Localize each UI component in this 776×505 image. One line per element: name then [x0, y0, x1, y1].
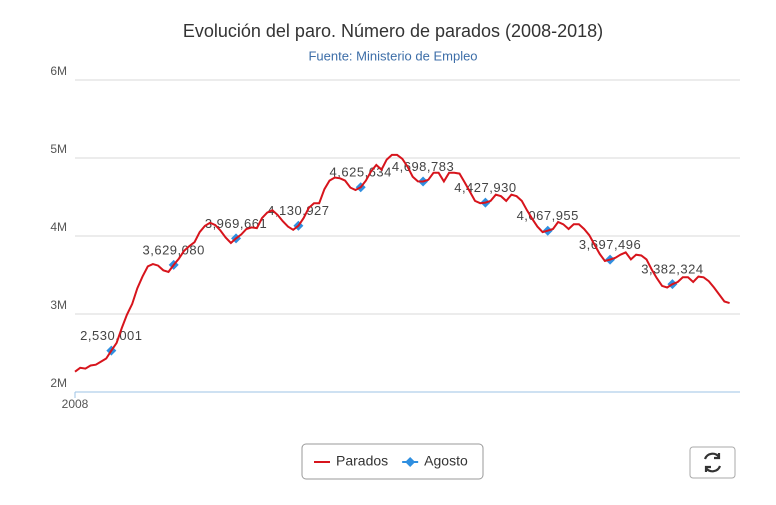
data-label: 3,969,661	[205, 216, 267, 231]
legend-marker	[405, 457, 416, 467]
data-label: 3,629,080	[143, 242, 205, 257]
legend-box	[301, 443, 484, 480]
data-label: 3,697,496	[579, 237, 641, 252]
legend-label: Parados	[336, 453, 388, 469]
y-tick-label: 5M	[50, 142, 67, 156]
chart-title: Evolución del paro. Número de parados (2…	[183, 21, 603, 41]
legend-label: Agosto	[424, 453, 468, 469]
y-tick-label: 2M	[50, 376, 67, 390]
line	[74, 153, 730, 373]
chart-subtitle: Fuente: Ministerio de Empleo	[308, 48, 477, 63]
reset-button[interactable]	[689, 446, 736, 479]
data-label: 3,382,324	[641, 262, 703, 277]
data-label: 2,530,001	[80, 328, 142, 343]
data-label: 4,625,634	[330, 165, 392, 180]
data-label: 4,698,783	[392, 159, 454, 174]
y-tick-label: 3M	[50, 298, 67, 312]
button-frame[interactable]	[689, 446, 736, 479]
y-tick-label: 6M	[50, 64, 67, 78]
data-label: 4,130,927	[267, 203, 329, 218]
refresh-icon[interactable]	[703, 452, 722, 473]
y-tick-label: 4M	[50, 220, 67, 234]
x-tick-label: 2008	[62, 397, 89, 411]
